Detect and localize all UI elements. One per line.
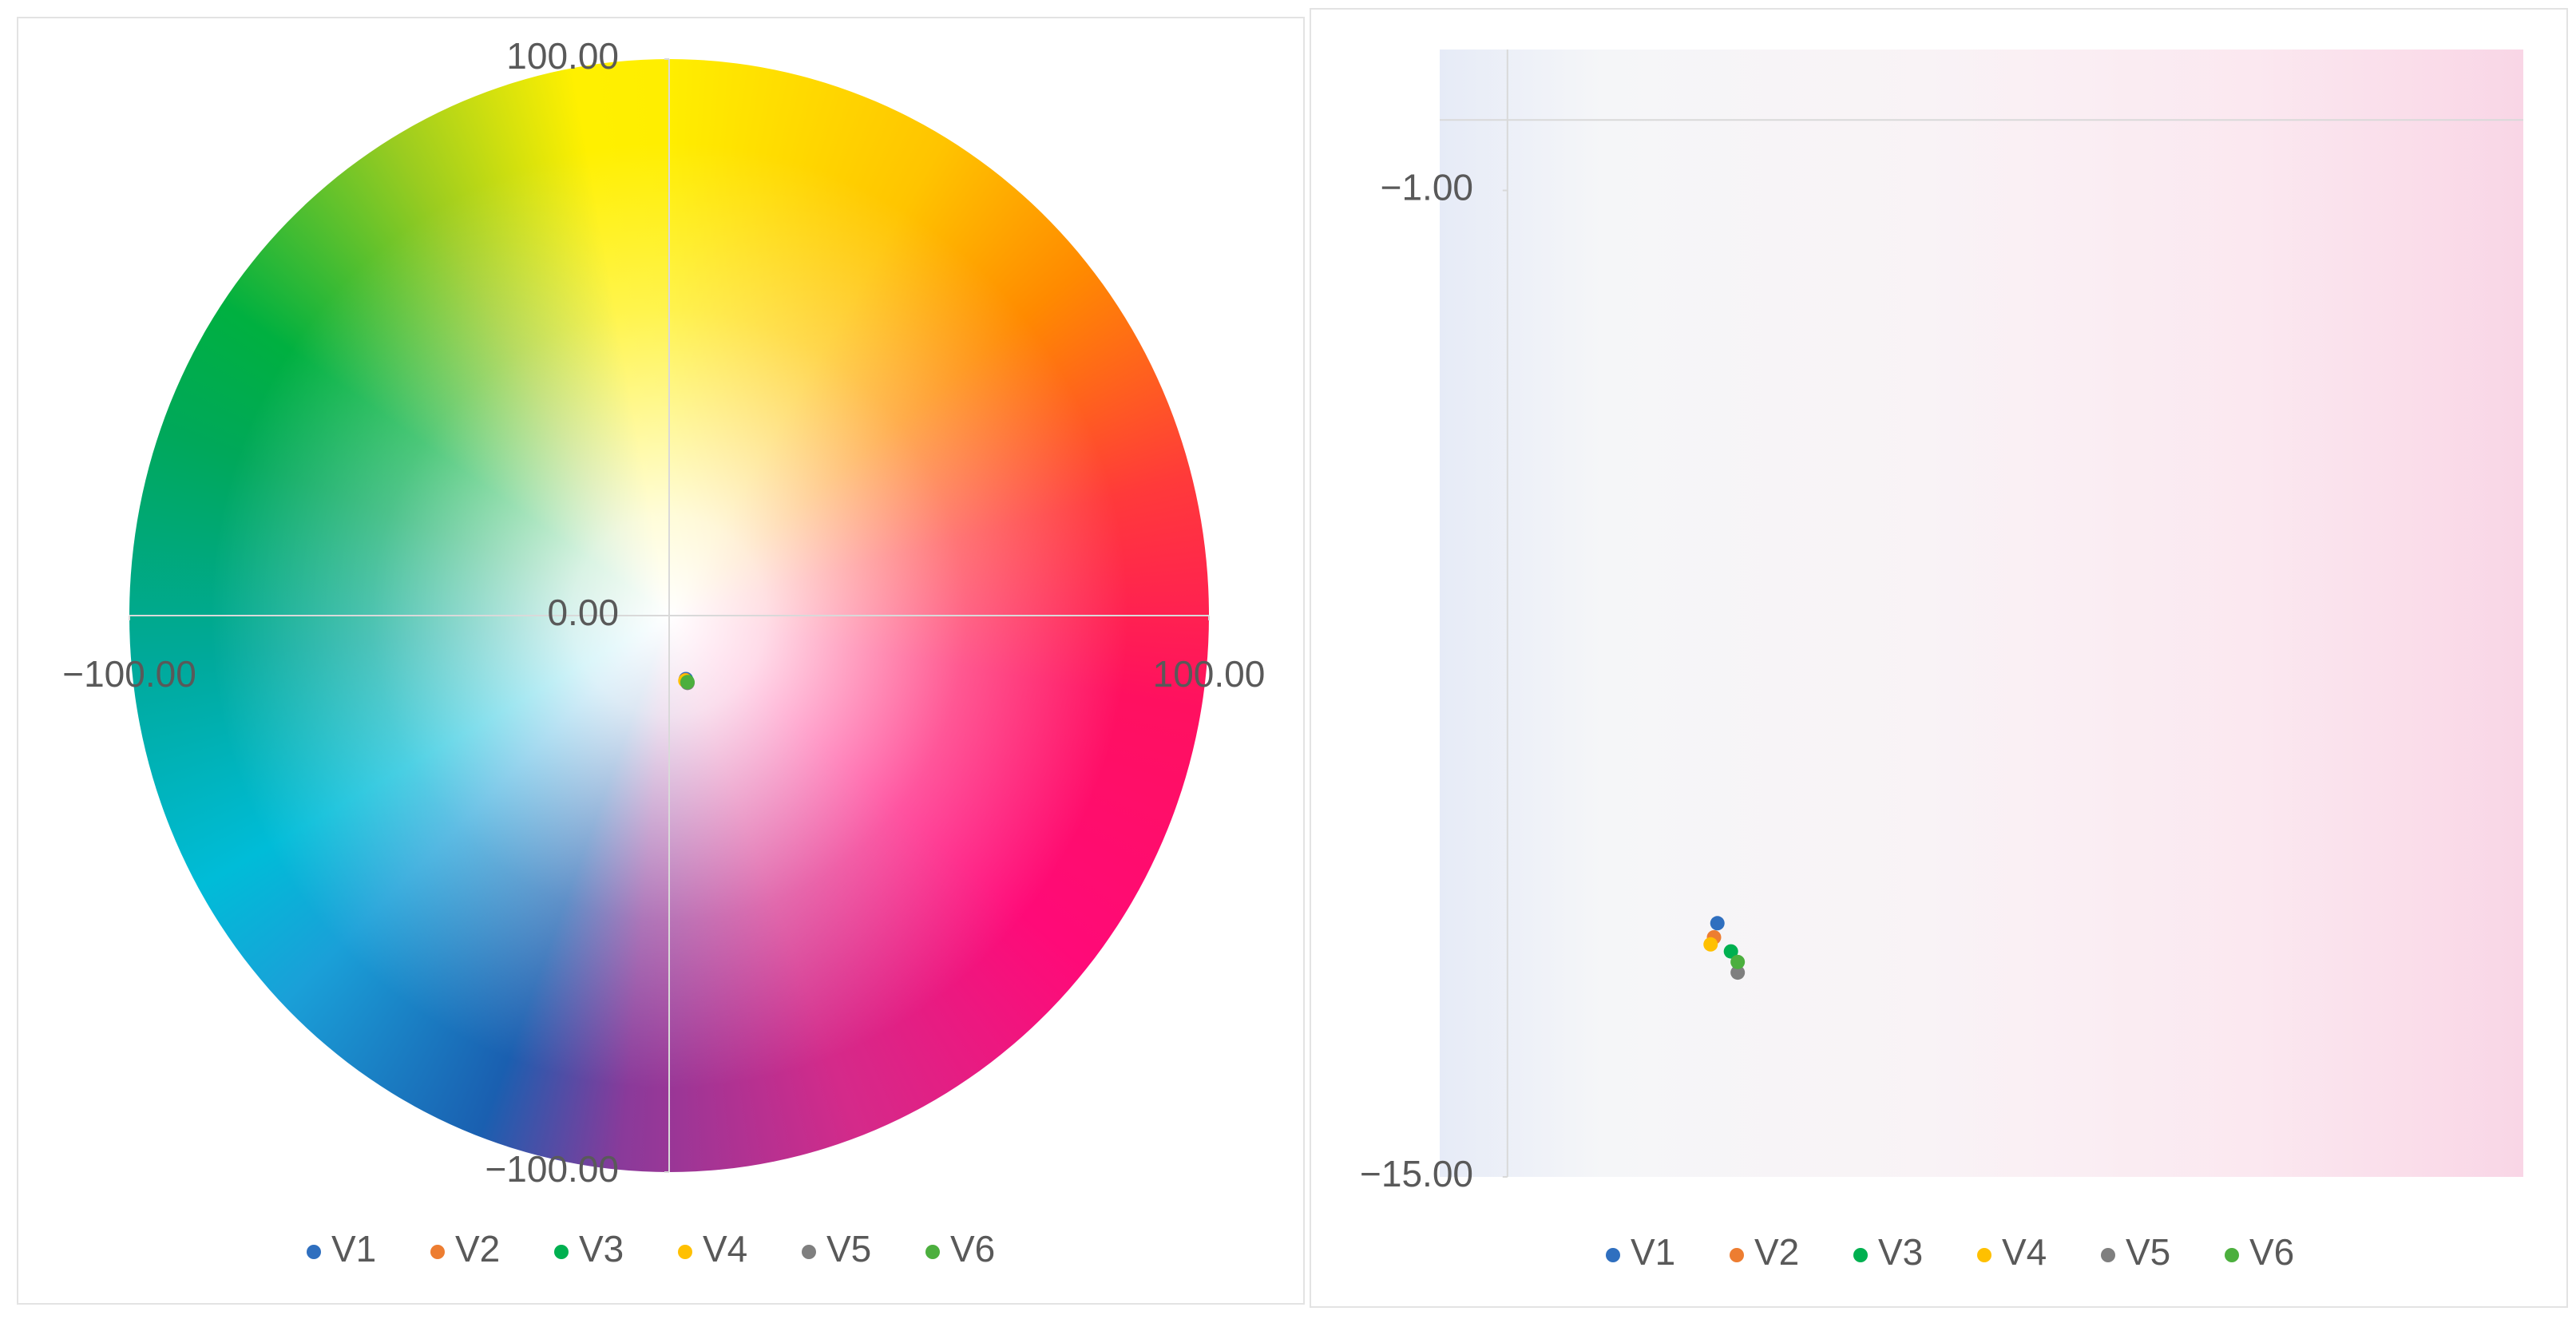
legend-marker <box>1977 1248 1991 1262</box>
legend-marker <box>678 1245 692 1259</box>
legend-label: V4 <box>703 1228 747 1270</box>
legend-marker <box>802 1245 816 1259</box>
y-tick-label: 100.00 <box>506 35 619 77</box>
x-tick-label: 100.00 <box>1153 653 1266 695</box>
legend-label: V3 <box>579 1228 624 1270</box>
legend-label: V2 <box>1754 1231 1799 1273</box>
right-panel <box>1310 8 2568 1308</box>
legend-label: V5 <box>2126 1231 2170 1273</box>
x-tick-label: −100.00 <box>62 653 196 695</box>
legend-marker <box>430 1245 445 1259</box>
legend-label: V5 <box>826 1228 871 1270</box>
point <box>1730 965 1746 980</box>
point <box>1730 954 1746 969</box>
legend-marker <box>1730 1248 1744 1262</box>
legend-marker <box>2225 1248 2239 1262</box>
color-background <box>1440 50 2523 1177</box>
legend-label: V3 <box>1878 1231 1923 1273</box>
legend-marker <box>554 1245 569 1259</box>
legend-marker <box>1853 1248 1868 1262</box>
y-tick-label: −1.00 <box>1381 167 1473 208</box>
left-panel <box>17 17 1305 1305</box>
legend-label: V4 <box>2002 1231 2047 1273</box>
legend-marker <box>307 1245 321 1259</box>
legend-label: V1 <box>1631 1231 1675 1273</box>
y-tick-label: 0.00 <box>547 592 619 633</box>
legend-label: V6 <box>950 1228 995 1270</box>
legend-marker <box>1606 1248 1620 1262</box>
legend-label: V6 <box>2249 1231 2294 1273</box>
legend-marker <box>925 1245 940 1259</box>
legend-label: V1 <box>331 1228 376 1270</box>
y-tick-label: −100.00 <box>485 1148 619 1190</box>
y-tick-label: −15.00 <box>1360 1153 1473 1194</box>
point <box>1703 937 1718 952</box>
point <box>1710 916 1725 931</box>
point <box>1723 944 1738 959</box>
legend-label: V2 <box>455 1228 500 1270</box>
point <box>680 675 695 690</box>
legend-marker <box>2101 1248 2115 1262</box>
